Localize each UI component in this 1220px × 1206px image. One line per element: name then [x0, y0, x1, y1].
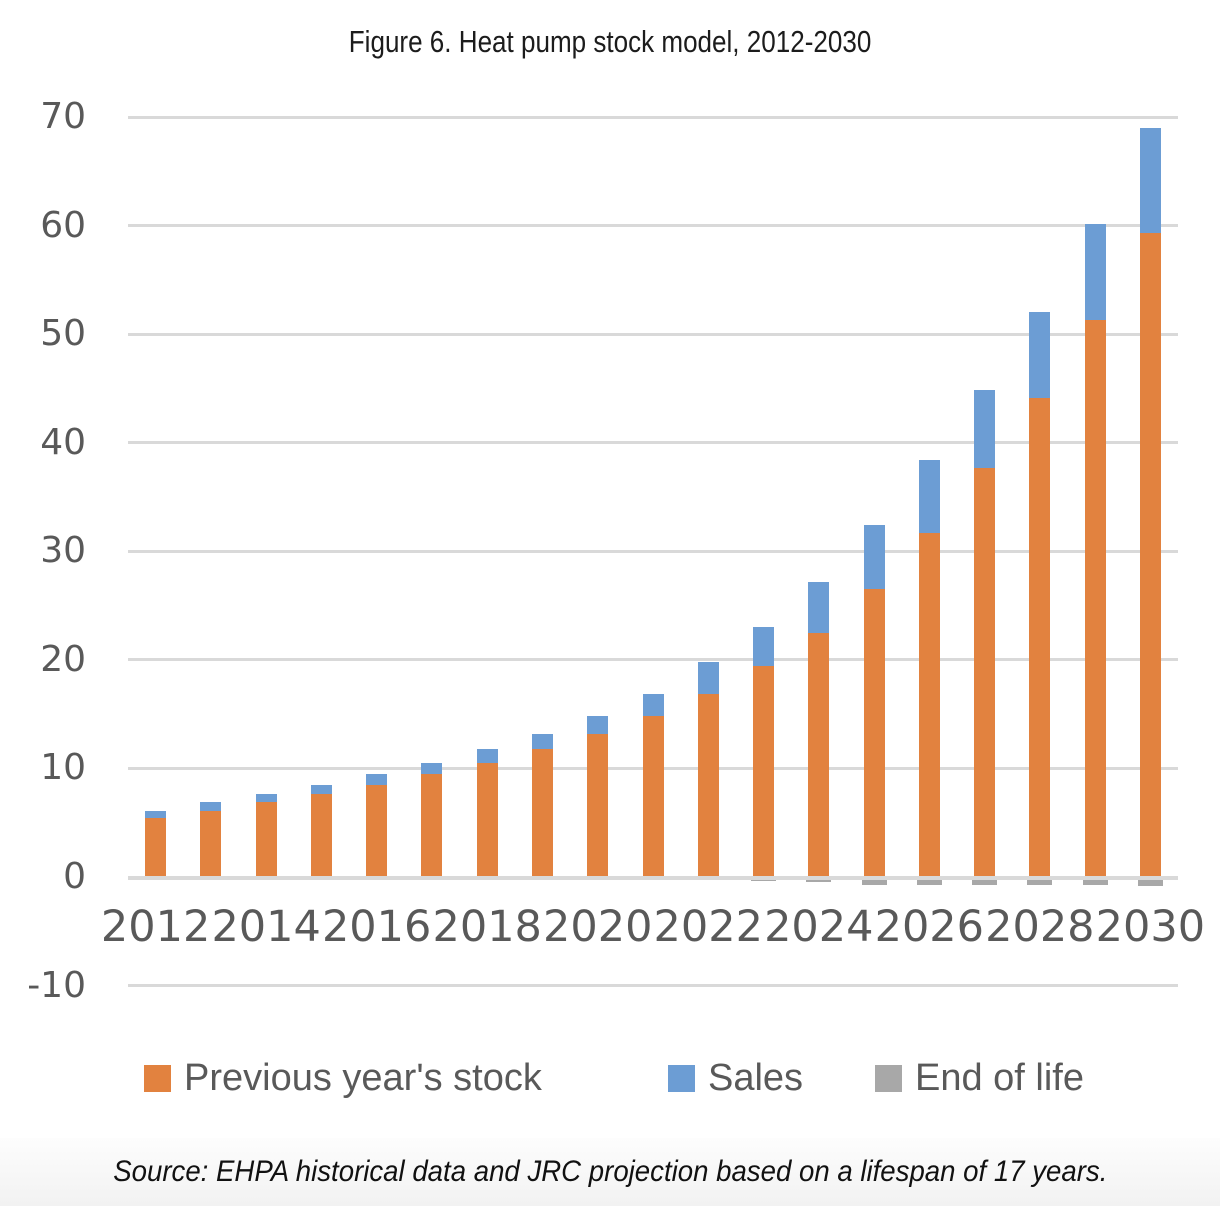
bar-end-of-life-2026: [916, 877, 942, 885]
source-strip: Source: EHPA historical data and JRC pro…: [0, 1138, 1220, 1206]
y-axis-label: 70: [40, 96, 86, 137]
bar-previous-stock-2017: [421, 773, 443, 877]
legend-label-end-of-life: End of life: [915, 1057, 1084, 1099]
bar-sales-2016: [366, 773, 388, 785]
bar-end-of-life-2029: [1082, 877, 1108, 885]
bar-previous-stock-2015: [310, 794, 332, 877]
bar-previous-stock-2030: [1139, 233, 1161, 877]
bar-end-of-life-2024: [806, 877, 832, 883]
legend-item-sales: Sales: [668, 1058, 803, 1098]
bar-sales-2026: [918, 460, 940, 533]
bar-previous-stock-2013: [200, 810, 222, 877]
bar-previous-stock-2029: [1084, 320, 1106, 877]
legend-item-end-of-life: End of life: [875, 1058, 1084, 1098]
figure-title: Figure 6. Heat pump stock model, 2012-20…: [0, 24, 1220, 60]
sales-swatch-icon: [668, 1064, 695, 1092]
bar-previous-stock-2019: [531, 748, 553, 877]
bar-sales-2021: [642, 693, 664, 717]
y-axis-label: 0: [63, 856, 86, 897]
y-axis-label: 30: [40, 530, 86, 572]
chart-legend: Previous year's stock Sales End of life: [0, 1058, 1220, 1104]
bar-sales-2015: [310, 784, 332, 795]
bar-sales-2027: [974, 389, 996, 468]
bar-previous-stock-2025: [863, 589, 885, 877]
x-axis-label-2030: 2030: [1095, 902, 1206, 952]
bar-sales-2017: [421, 763, 443, 774]
bar-sales-2024: [808, 581, 830, 633]
gridline-y-30: [128, 549, 1178, 553]
y-axis-label: 60: [40, 204, 86, 246]
y-axis-label: 40: [40, 421, 86, 463]
gridline-y-70: [128, 115, 1178, 119]
bar-previous-stock-2014: [255, 802, 277, 877]
bar-sales-2014: [255, 794, 277, 803]
legend-item-previous-stock: Previous year's stock: [144, 1058, 542, 1098]
zero-axis-line: [128, 875, 1178, 880]
legend-label-sales: Sales: [708, 1057, 804, 1099]
bar-previous-stock-2018: [476, 763, 498, 877]
x-axis-label-2014: 2014: [211, 902, 321, 952]
y-axis-label: 10: [40, 747, 86, 789]
bar-end-of-life-2025: [861, 877, 887, 885]
bar-previous-stock-2023: [753, 666, 775, 877]
end-of-life-swatch-icon: [875, 1064, 902, 1092]
gridline-y--10: [128, 984, 1178, 988]
bar-previous-stock-2022: [697, 693, 719, 877]
bar-sales-2020: [587, 716, 609, 734]
gridline-y-50: [128, 332, 1178, 336]
bar-previous-stock-2024: [808, 632, 830, 877]
y-axis-label: -10: [27, 964, 86, 1006]
figure-title-text: Figure 6. Heat pump stock model, 2012-20…: [348, 24, 872, 59]
x-axis-label-2024: 2024: [764, 902, 874, 952]
bar-end-of-life-2030: [1137, 877, 1163, 886]
bar-previous-stock-2012: [145, 818, 167, 877]
bar-end-of-life-2027: [972, 877, 998, 885]
bar-previous-stock-2026: [918, 532, 940, 877]
source-text: Source: EHPA historical data and JRC pro…: [112, 1155, 1108, 1188]
bar-previous-stock-2028: [1029, 398, 1051, 877]
x-axis-label-2016: 2016: [321, 902, 432, 952]
y-axis-label: 50: [40, 313, 86, 355]
bar-previous-stock-2020: [587, 733, 609, 877]
x-axis-label-2020: 2020: [543, 902, 653, 952]
x-axis-label-2012: 2012: [100, 902, 211, 952]
legend-label-previous-stock: Previous year's stock: [184, 1057, 542, 1099]
bar-sales-2025: [863, 525, 885, 590]
bar-sales-2029: [1084, 224, 1106, 321]
x-axis-label-2018: 2018: [432, 902, 542, 952]
bar-sales-2023: [753, 627, 775, 667]
bar-sales-2013: [200, 802, 222, 811]
bar-sales-2019: [531, 733, 553, 749]
bar-end-of-life-2028: [1027, 877, 1053, 885]
gridline-y-20: [128, 658, 1178, 662]
y-axis-label: 20: [40, 638, 86, 680]
bar-sales-2028: [1029, 312, 1051, 399]
bar-previous-stock-2027: [974, 467, 996, 877]
x-axis-label-2028: 2028: [985, 902, 1095, 952]
previous-stock-swatch-icon: [144, 1064, 171, 1092]
x-axis-label-2026: 2026: [874, 902, 985, 952]
bar-sales-2012: [145, 810, 167, 819]
bar-sales-2030: [1139, 127, 1161, 234]
gridline-y-60: [128, 224, 1178, 228]
bar-previous-stock-2016: [366, 784, 388, 877]
bar-sales-2022: [697, 662, 719, 694]
x-axis-label-2022: 2022: [653, 902, 763, 952]
bar-previous-stock-2021: [642, 716, 664, 877]
gridline-y-40: [128, 441, 1178, 445]
bar-sales-2018: [476, 748, 498, 763]
heat-pump-stock-chart: 70 60 50 40 30 20 10 0 -10 2012 2014 2016 2018 2020 20…: [27, 96, 1206, 1006]
